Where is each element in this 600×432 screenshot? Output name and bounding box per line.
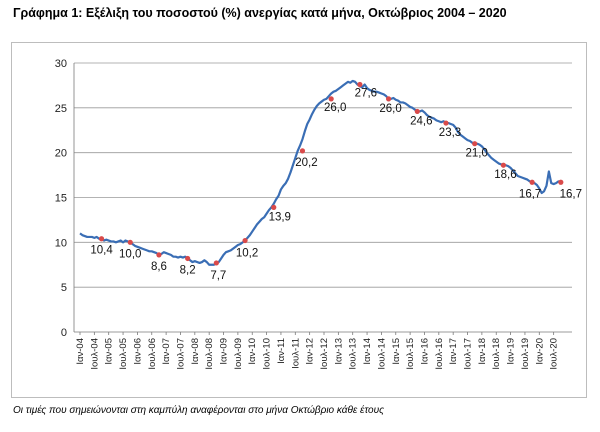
x-tick-label: Ιουλ-14 <box>376 338 387 370</box>
unemployment-rate-line <box>79 79 562 266</box>
data-label: 23,3 <box>439 127 461 139</box>
x-tick-label: Ιουλ-04 <box>89 338 100 370</box>
x-tick-label: Ιαν-19 <box>506 338 517 365</box>
october-markers <box>98 81 564 266</box>
y-tick-label: 30 <box>55 58 67 70</box>
october-marker <box>500 162 507 168</box>
y-tick-label: 5 <box>61 282 67 294</box>
october-marker <box>385 96 392 102</box>
x-tick-label: Ιαν-09 <box>219 338 230 365</box>
october-marker <box>328 96 334 102</box>
chart-title: Γράφημα 1: Εξέλιξη του ποσοστού (%) ανερ… <box>13 6 507 20</box>
x-tick-label: Ιαν-16 <box>419 338 430 365</box>
data-labels: 10,4 10,08,6 8,2 7,710,213,920,226,027,626,… <box>90 88 582 282</box>
x-tick-label: Ιαν-12 <box>305 338 316 365</box>
october-marker <box>357 81 363 88</box>
october-marker <box>185 255 191 262</box>
data-label: 18,6 <box>494 169 516 181</box>
x-tick-label: Ιαν-05 <box>104 338 115 365</box>
data-label: 8,6 <box>151 261 167 273</box>
y-tick-label: 10 <box>55 237 67 249</box>
series-line <box>79 79 562 266</box>
x-tick-label: Ιουλ-07 <box>175 338 186 370</box>
data-label: 20,2 <box>295 157 317 169</box>
y-tick-label: 0 <box>61 327 67 339</box>
data-label: 24,6 <box>410 115 432 127</box>
x-tick-label: Ιαν-15 <box>391 338 402 365</box>
data-label: 10,0 <box>119 248 141 260</box>
footnote: Οι τιμές που σημειώνονται στη καμπύλη αν… <box>13 405 384 416</box>
y-tick-label: 15 <box>55 193 67 205</box>
x-tick-label: Ιαν-13 <box>333 338 344 365</box>
x-tick-label: Ιαν-18 <box>477 338 488 365</box>
october-marker <box>127 239 133 245</box>
x-tick-label: Ιαν-04 <box>75 338 86 365</box>
october-marker <box>156 252 162 258</box>
data-label: 7,7 <box>210 270 226 282</box>
grid-lines <box>74 62 572 333</box>
data-label: 10,4 <box>90 245 113 257</box>
october-marker <box>443 120 449 126</box>
y-axis: 0 5 10 15 20 25 30 <box>55 58 75 339</box>
x-tick-label: Ιουλ-15 <box>405 338 416 370</box>
data-label: 8,2 <box>180 264 196 276</box>
y-tick-label: 20 <box>55 148 67 160</box>
data-label: 16,7 <box>560 188 582 200</box>
x-tick-label: Ιαν-17 <box>448 338 459 365</box>
data-label: 26,0 <box>379 103 401 115</box>
x-tick-label: Ιουλ-06 <box>147 338 158 370</box>
x-tick-label: Ιαν-11 <box>276 338 287 364</box>
y-tick-label: 25 <box>55 103 67 115</box>
october-marker <box>558 179 564 185</box>
x-tick-label: Ιαν-20 <box>534 338 545 365</box>
october-marker <box>414 108 420 115</box>
x-tick-label: Ιουλ-12 <box>319 338 330 370</box>
x-tick-label: Ιουλ-08 <box>204 338 215 370</box>
data-label: 26,0 <box>324 102 346 114</box>
october-marker <box>299 148 306 154</box>
chart-container: 0 5 10 15 20 25 30 Ιαν-04 Ιουλ-04 Ιαν-05 Ιουλ-05 Ι… <box>11 42 587 398</box>
x-tick-label: Ιουλ-17 <box>463 338 474 370</box>
x-tick-label: Ιαν-06 <box>132 338 143 365</box>
data-label: 10,2 <box>236 248 258 260</box>
x-tick-label: Ιαν-14 <box>362 338 373 365</box>
x-tick-label: Ιουλ-05 <box>118 338 129 370</box>
x-tick-label: Ιουλ-09 <box>233 338 244 370</box>
x-tick-label: Ιαν-10 <box>247 338 258 365</box>
x-tick-label: Ιουλ-10 <box>262 338 273 370</box>
x-tick-label: Ιουλ-11 <box>290 338 301 369</box>
october-marker <box>98 236 105 242</box>
x-tick-label: Ιουλ-18 <box>491 338 502 370</box>
x-tick-label: Ιαν-07 <box>161 338 172 365</box>
x-tick-label: Ιαν-08 <box>190 338 201 365</box>
data-label: 16,7 <box>519 188 541 200</box>
october-marker <box>271 204 277 210</box>
october-marker <box>472 141 478 147</box>
x-axis: Ιαν-04 Ιουλ-04 Ιαν-05 Ιουλ-05 Ιαν-06 Ιουλ-06 Ι… <box>75 332 560 370</box>
october-marker <box>242 237 248 244</box>
october-marker <box>213 260 219 266</box>
x-tick-label: Ιουλ-20 <box>549 338 560 370</box>
data-label: 27,6 <box>355 88 377 100</box>
october-marker <box>529 179 535 185</box>
data-label: 13,9 <box>269 211 291 223</box>
x-tick-label: Ιουλ-13 <box>348 338 359 370</box>
data-label: 21,0 <box>466 148 488 160</box>
x-tick-label: Ιουλ-19 <box>520 338 531 370</box>
x-tick-label: Ιουλ-16 <box>434 338 445 370</box>
